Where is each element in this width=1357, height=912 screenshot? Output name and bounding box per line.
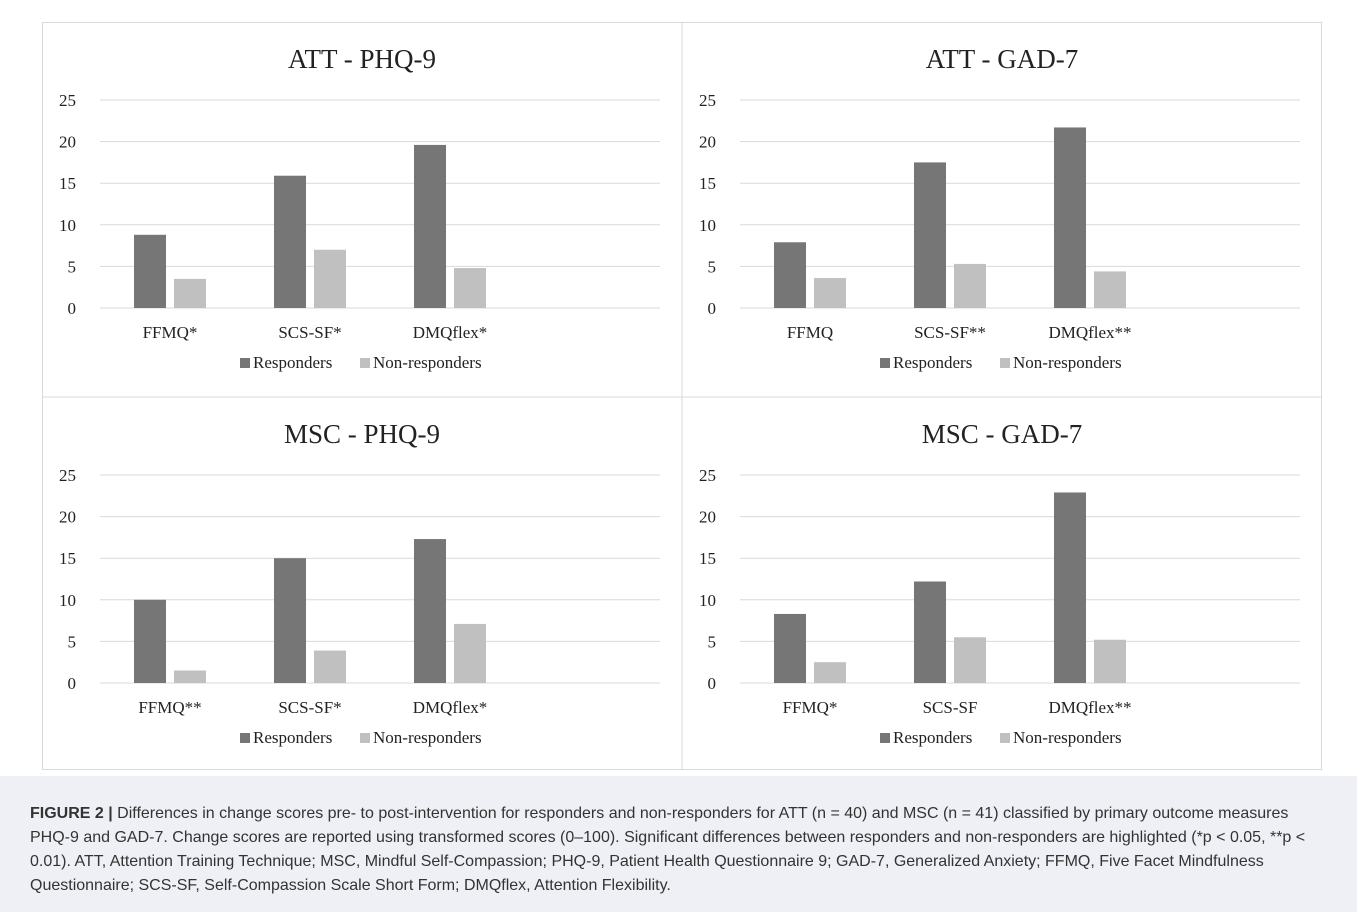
x-tick-label: DMQflex**	[1048, 698, 1131, 717]
bar-responders-1	[774, 242, 806, 308]
y-tick-label: 15	[59, 549, 76, 568]
y-tick-label: 25	[59, 466, 76, 485]
legend-label: Responders	[253, 353, 332, 372]
y-tick-label: 25	[699, 91, 716, 110]
bar-non-responders-2	[314, 650, 346, 683]
legend-swatch	[240, 733, 250, 743]
bar-non-responders-1	[174, 670, 206, 683]
bar-non-responders-1	[814, 278, 846, 308]
chart-title: ATT - GAD-7	[926, 44, 1078, 74]
bar-non-responders-3	[1094, 271, 1126, 308]
legend-swatch	[1000, 358, 1010, 368]
y-tick-label: 20	[59, 133, 76, 152]
y-tick-label: 0	[708, 674, 717, 693]
legend-swatch	[880, 358, 890, 368]
legend-label: Non-responders	[373, 353, 482, 372]
bar-responders-2	[914, 581, 946, 683]
bar-non-responders-2	[954, 637, 986, 683]
bar-responders-3	[414, 144, 446, 308]
y-tick-label: 5	[708, 632, 717, 651]
chart-panel-1: ATT - PHQ-9 0 5 10 15 20 25 FFMQ* SCS-SF* DMQflex…	[59, 44, 660, 372]
legend-label: Non-responders	[373, 728, 482, 747]
x-tick-label: DMQflex*	[413, 323, 488, 342]
x-tick-label: SCS-SF*	[278, 323, 341, 342]
bar-responders-3	[414, 539, 446, 683]
y-tick-label: 0	[708, 299, 717, 318]
figure-caption: FIGURE 2 | Differences in change scores …	[0, 776, 1357, 912]
legend-swatch	[1000, 733, 1010, 743]
chart-title: MSC - PHQ-9	[284, 419, 440, 449]
y-tick-label: 5	[708, 257, 717, 276]
x-tick-label: FFMQ**	[138, 698, 201, 717]
chart-title: ATT - PHQ-9	[288, 44, 436, 74]
legend-label: Responders	[893, 728, 972, 747]
caption-text: Differences in change scores pre- to pos…	[30, 805, 1306, 894]
x-tick-label: SCS-SF	[923, 698, 978, 717]
bar-non-responders-2	[314, 249, 346, 308]
y-tick-label: 20	[699, 508, 716, 527]
bar-responders-2	[274, 175, 306, 308]
bar-responders-3	[1054, 127, 1086, 309]
y-tick-label: 20	[59, 508, 76, 527]
y-tick-label: 10	[699, 216, 716, 235]
y-tick-label: 0	[68, 674, 77, 693]
bar-responders-1	[774, 613, 806, 683]
legend-swatch	[360, 733, 370, 743]
legend-label: Non-responders	[1013, 353, 1122, 372]
bar-non-responders-3	[1094, 639, 1126, 683]
chart-panel-2: ATT - GAD-7 0 5 10 15 20 25 FFMQ SCS-SF** DMQflex…	[699, 44, 1300, 372]
x-tick-label: FFMQ*	[783, 698, 838, 717]
bar-responders-1	[134, 599, 166, 683]
y-tick-label: 20	[699, 133, 716, 152]
y-tick-label: 15	[699, 174, 716, 193]
bar-responders-2	[914, 162, 946, 308]
bar-non-responders-1	[174, 278, 206, 308]
legend-label: Non-responders	[1013, 728, 1122, 747]
chart-panel-4: MSC - GAD-7 0 5 10 15 20 25 FFMQ* SCS-SF DMQflex*…	[699, 419, 1300, 747]
legend-swatch	[360, 358, 370, 368]
legend-label: Responders	[893, 353, 972, 372]
charts-svg: ATT - PHQ-9 0 5 10 15 20 25 FFMQ* SCS-SF* DMQflex…	[42, 22, 1322, 770]
bar-responders-3	[1054, 492, 1086, 683]
bar-responders-1	[134, 234, 166, 308]
y-tick-label: 10	[59, 591, 76, 610]
y-tick-label: 25	[699, 466, 716, 485]
x-tick-label: FFMQ	[787, 323, 833, 342]
bar-non-responders-2	[954, 263, 986, 308]
bar-responders-2	[274, 558, 306, 683]
legend-swatch	[240, 358, 250, 368]
y-tick-label: 10	[59, 216, 76, 235]
x-tick-label: SCS-SF**	[914, 323, 986, 342]
legend-swatch	[880, 733, 890, 743]
y-tick-label: 25	[59, 91, 76, 110]
y-tick-label: 0	[68, 299, 77, 318]
chart-panel-3: MSC - PHQ-9 0 5 10 15 20 25 FFMQ** SCS-SF* DMQfle…	[59, 419, 660, 747]
x-tick-label: DMQflex*	[413, 698, 488, 717]
bar-non-responders-3	[454, 623, 486, 683]
x-tick-label: SCS-SF*	[278, 698, 341, 717]
x-tick-label: FFMQ*	[143, 323, 198, 342]
y-tick-label: 15	[59, 174, 76, 193]
y-tick-label: 15	[699, 549, 716, 568]
bar-non-responders-1	[814, 662, 846, 683]
chart-title: MSC - GAD-7	[922, 419, 1083, 449]
x-tick-label: DMQflex**	[1048, 323, 1131, 342]
y-tick-label: 5	[68, 632, 77, 651]
bar-non-responders-3	[454, 268, 486, 308]
caption-label: FIGURE 2 |	[30, 805, 113, 822]
y-tick-label: 5	[68, 257, 77, 276]
y-tick-label: 10	[699, 591, 716, 610]
legend-label: Responders	[253, 728, 332, 747]
